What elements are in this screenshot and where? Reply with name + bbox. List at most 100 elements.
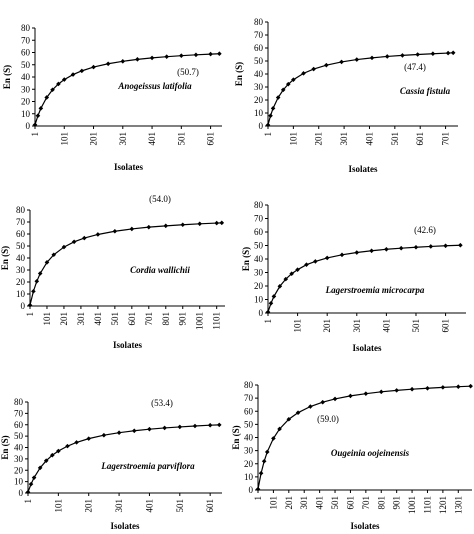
y-tick-label: 40 [244, 433, 254, 443]
point-marker [61, 77, 67, 82]
point-marker [255, 486, 261, 492]
point-marker [164, 54, 169, 59]
point-marker [31, 289, 36, 294]
y-tick-label: 70 [254, 30, 264, 40]
point-marker [43, 458, 49, 463]
y-tick-label: 40 [254, 254, 264, 264]
y-tick-label: 60 [244, 406, 254, 416]
point-marker [61, 244, 67, 250]
y-tick-label: 10 [254, 295, 264, 305]
y-axis-label: En (S) [2, 65, 12, 89]
y-axis-label: En (S) [231, 425, 241, 449]
point-marker [86, 436, 92, 441]
x-tick-label: 201 [84, 499, 94, 513]
point-marker [458, 242, 463, 248]
point-marker [291, 77, 296, 83]
y-tick-label: 20 [244, 459, 254, 469]
point-marker [112, 228, 118, 234]
point-marker [413, 244, 419, 250]
y-tick-label: 20 [254, 281, 264, 291]
y-tick-label: 50 [21, 60, 31, 70]
point-marker [283, 276, 289, 282]
point-marker [49, 452, 55, 458]
x-tick-label: 501 [411, 319, 421, 333]
point-marker [192, 423, 198, 429]
x-tick-label: 301 [339, 132, 349, 146]
point-marker [308, 404, 313, 409]
point-marker [44, 260, 50, 265]
point-marker [271, 436, 276, 441]
point-marker [295, 267, 300, 272]
x-axis-label: Isolates [114, 162, 143, 172]
point-marker [265, 122, 271, 128]
point-marker [311, 66, 316, 72]
y-tick-label: 40 [21, 72, 31, 82]
point-marker [369, 248, 374, 254]
x-tick-label: 601 [415, 132, 425, 146]
x-tick-label: 401 [144, 499, 154, 513]
x-tick-label: 101 [53, 499, 63, 513]
point-marker [70, 72, 76, 77]
point-marker [219, 220, 225, 226]
point-marker [394, 388, 399, 393]
point-marker [37, 271, 43, 276]
x-tick-label: 701 [441, 132, 451, 146]
point-marker [440, 385, 446, 390]
y-tick-label: 60 [21, 48, 31, 58]
point-marker [268, 300, 274, 306]
point-marker [208, 51, 213, 57]
point-marker [443, 243, 448, 249]
point-marker [207, 422, 213, 428]
point-marker [258, 470, 264, 476]
y-tick-label: 40 [14, 443, 24, 453]
point-marker [264, 449, 270, 455]
point-marker [74, 440, 79, 445]
x-tick-label: 801 [161, 312, 171, 326]
x-tick-label: 301 [352, 319, 362, 333]
point-marker [56, 448, 61, 454]
x-axis-label: Isolates [353, 343, 382, 353]
curve [29, 222, 222, 306]
point-marker [280, 87, 286, 93]
x-tick-label: 1 [23, 499, 33, 504]
x-tick-label: 201 [322, 319, 332, 333]
y-tick-label: 0 [259, 308, 264, 318]
y-tick-label: 40 [254, 69, 264, 79]
y-tick-label: 10 [254, 108, 264, 118]
point-marker [197, 221, 203, 227]
x-tick-label: 101 [288, 132, 298, 146]
curve [267, 244, 461, 313]
point-marker [384, 54, 390, 59]
point-marker [301, 71, 306, 76]
point-marker [91, 64, 96, 70]
point-marker [286, 416, 292, 422]
x-tick-label: 1201 [438, 496, 448, 514]
y-tick-label: 50 [254, 241, 264, 251]
curve [257, 385, 471, 490]
x-tick-label: 401 [364, 132, 374, 146]
point-marker [25, 489, 31, 495]
x-axis-label: Isolates [113, 340, 142, 350]
y-tick-label: 50 [14, 431, 24, 441]
y-tick-label: 70 [254, 214, 264, 224]
point-marker [354, 57, 360, 62]
y-tick-label: 30 [21, 84, 31, 94]
point-marker [445, 50, 451, 56]
x-tick-label: 601 [441, 319, 451, 333]
point-marker [339, 252, 345, 258]
point-marker [179, 53, 184, 58]
x-tick-label: 301 [118, 132, 128, 146]
y-tick-label: 70 [14, 408, 24, 418]
x-tick-label: 101 [59, 132, 69, 146]
point-marker [348, 393, 353, 399]
x-axis-label: Isolates [111, 521, 140, 531]
y-tick-label: 60 [254, 227, 264, 237]
point-marker [101, 432, 107, 438]
x-tick-label: 201 [89, 132, 99, 146]
point-marker [32, 122, 38, 128]
point-marker [268, 113, 273, 119]
y-axis-label: En (S) [241, 247, 251, 271]
